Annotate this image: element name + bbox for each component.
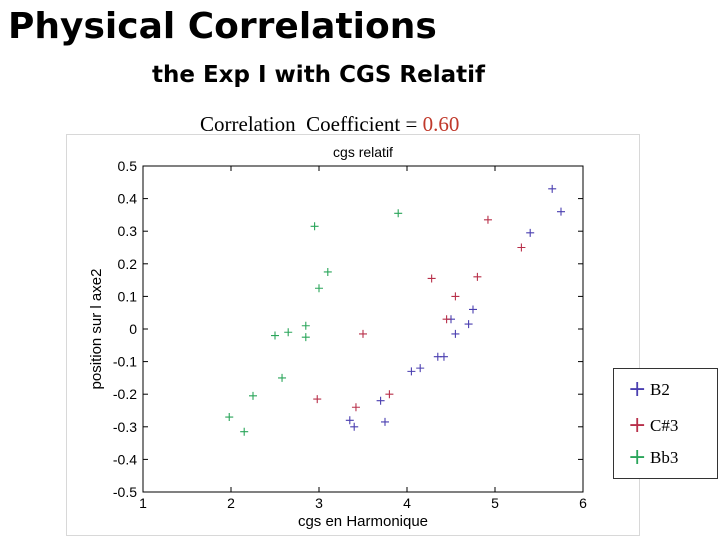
data-point — [310, 222, 319, 231]
data-point — [517, 243, 526, 252]
data-point — [278, 373, 287, 382]
legend-marker-csharp3: + — [628, 413, 647, 439]
chart-title: cgs relatif — [333, 144, 393, 160]
y-tick-label: 0 — [129, 321, 137, 337]
data-point — [225, 413, 234, 422]
y-tick-label: -0.2 — [113, 386, 137, 402]
legend-item-bb3: + Bb3 — [628, 447, 678, 469]
chart-panel: 0.5 0.4 0.3 0.2 0.1 0 -0.1 -0.2 -0.3 -0.4 -0.5 1 2 3 4… — [66, 134, 640, 536]
y-tick-label: 0.1 — [118, 288, 138, 304]
x-tick-label: 2 — [227, 495, 235, 511]
y-tick-label: -0.3 — [113, 419, 137, 435]
data-point — [439, 352, 448, 361]
series-csharp3 — [313, 215, 526, 412]
data-point — [249, 391, 257, 400]
y-tick-label: 0.3 — [118, 223, 138, 239]
legend-label-bb3: Bb3 — [650, 448, 679, 468]
correlation-label: Correlation Coefficient = — [200, 112, 423, 136]
page-subtitle: the Exp I with CGS Relatif — [152, 62, 485, 88]
y-tick-label: -0.4 — [113, 451, 137, 467]
data-point — [451, 329, 460, 338]
data-point — [284, 328, 293, 337]
data-point — [548, 184, 557, 193]
data-point — [526, 228, 535, 237]
legend-label-csharp3: C#3 — [650, 416, 679, 436]
data-point — [469, 305, 477, 314]
data-point — [473, 272, 482, 281]
data-point — [394, 209, 403, 218]
x-tick-label: 1 — [139, 495, 147, 511]
y-tick-label: 0.4 — [118, 191, 138, 207]
data-point — [301, 333, 310, 342]
y-axis-label: position sur l axe2 — [88, 269, 105, 390]
series-b2 — [345, 184, 565, 431]
data-point — [416, 364, 425, 373]
data-point — [407, 367, 416, 376]
scatter-chart: 0.5 0.4 0.3 0.2 0.1 0 -0.1 -0.2 -0.3 -0.4 -0.51 2 3 4… — [88, 144, 587, 530]
data-point — [313, 395, 322, 404]
data-point — [464, 320, 473, 329]
series-bb3 — [225, 209, 403, 436]
data-point — [483, 215, 492, 224]
legend-label-b2: B2 — [650, 380, 670, 400]
data-point — [351, 403, 360, 412]
data-point — [323, 267, 332, 276]
x-tick-label: 3 — [315, 495, 323, 511]
page-title: Physical Correlations — [8, 6, 437, 47]
x-tick-label: 4 — [403, 495, 411, 511]
y-tick-label: -0.5 — [113, 484, 137, 500]
data-point — [427, 274, 436, 283]
correlation-value: 0.60 — [422, 112, 460, 136]
data-point — [271, 331, 279, 340]
x-tick-label: 5 — [491, 495, 499, 511]
chart-legend: + B2 + C#3 + Bb3 — [613, 368, 718, 479]
data-point — [359, 329, 367, 338]
data-point — [557, 207, 565, 216]
legend-item-csharp3: + C#3 — [628, 415, 678, 437]
data-point — [301, 321, 310, 330]
data-point — [345, 416, 354, 425]
data-point — [385, 390, 394, 399]
y-tick-label: 0.5 — [118, 158, 138, 174]
legend-marker-bb3: + — [628, 445, 647, 471]
data-point — [315, 284, 323, 293]
legend-item-b2: + B2 — [628, 379, 670, 401]
data-point — [350, 422, 359, 431]
plot-frame — [142, 165, 584, 493]
y-tick-label: -0.1 — [113, 354, 137, 370]
data-point — [442, 315, 451, 324]
data-point — [451, 292, 460, 301]
y-tick-label: 0.2 — [118, 256, 138, 272]
legend-marker-b2: + — [628, 377, 647, 403]
correlation-readout: Correlation Coefficient = 0.60 — [200, 112, 459, 137]
x-tick-label: 6 — [579, 495, 587, 511]
data-point — [376, 396, 385, 405]
x-axis-label: cgs en Harmonique — [298, 513, 428, 530]
data-point — [381, 417, 389, 426]
data-point — [240, 427, 249, 436]
